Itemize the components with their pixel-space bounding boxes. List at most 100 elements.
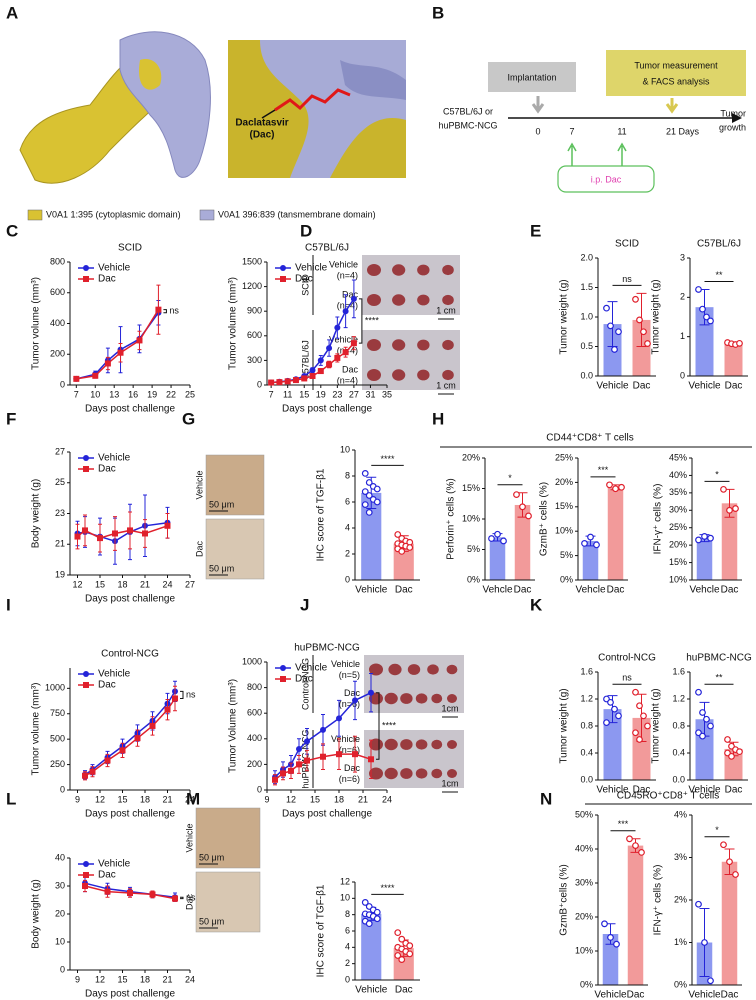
point	[334, 324, 341, 331]
y-axis-label: IFN-γ⁺ cells (%)	[653, 865, 664, 936]
y-axis-label: Perforin⁺ cells (%)	[446, 478, 457, 559]
data-point	[607, 934, 614, 941]
x-tick-label: 21	[162, 794, 172, 804]
tumor	[415, 693, 428, 704]
data-point	[732, 505, 739, 512]
data-point	[365, 509, 373, 516]
ihc-image	[205, 518, 265, 580]
x-tick-label: 24	[185, 794, 195, 804]
chart-title: huPBMC-NCG	[686, 653, 752, 664]
ihc-image	[195, 871, 261, 933]
data-point	[707, 722, 714, 730]
bar	[514, 504, 531, 580]
mice-label: huPBMC-NCG	[438, 120, 497, 130]
y-tick-label: 0.8	[672, 720, 685, 730]
y-axis-label: Tumor weight (g)	[559, 688, 570, 763]
row-label: (n=5)	[339, 670, 360, 680]
x-tick-label: 18	[117, 579, 127, 589]
data-point	[644, 340, 651, 347]
row-label: (n=4)	[337, 300, 358, 310]
bar	[724, 343, 743, 376]
significance-bracket	[180, 896, 184, 900]
data-point	[607, 322, 614, 330]
point	[149, 891, 156, 898]
y-tick-label: 0.5	[580, 341, 593, 351]
x-tick-label: Dac	[721, 585, 739, 596]
data-point	[720, 841, 727, 849]
y-axis-label: Tumor weight (g)	[651, 688, 662, 763]
tumor	[447, 769, 457, 778]
protein-structure	[19, 31, 211, 184]
x-tick-label: 19	[316, 389, 326, 399]
tumor	[431, 693, 443, 704]
y-tick-label: 400	[50, 318, 65, 328]
y-tick-label: 5%	[467, 544, 480, 554]
x-tick-label: 12	[95, 794, 105, 804]
scale-label: 50 μm	[199, 852, 224, 862]
x-tick-label: 27	[349, 389, 359, 399]
tumor	[384, 767, 398, 780]
point	[164, 706, 171, 713]
panel-letter: A	[6, 3, 18, 22]
y-tick-label: 0%	[580, 979, 593, 989]
data-point	[406, 942, 414, 950]
significance-label: ns	[186, 892, 196, 902]
x-tick-label: 35	[382, 389, 392, 399]
point	[296, 761, 302, 768]
point	[134, 735, 141, 742]
row-label: Vehicle	[184, 823, 194, 852]
legend-label: Dac	[98, 464, 116, 475]
y-tick-label: 25%	[669, 522, 687, 532]
point	[172, 895, 178, 902]
point	[117, 349, 124, 356]
chart-title: huPBMC-NCG	[294, 643, 360, 654]
legend-marker	[83, 455, 89, 461]
y-axis-label: GzmB⁺cells (%)	[559, 864, 570, 935]
y-tick-label: 0	[345, 974, 350, 984]
y-tick-label: 1.2	[672, 693, 685, 703]
data-point	[736, 339, 743, 347]
y-tick-label: 6	[345, 496, 350, 506]
legend-label: Vehicle	[98, 669, 131, 680]
group-title: CD45RO⁺CD8⁺ T cells	[617, 791, 719, 802]
end-label: Tumor	[720, 108, 746, 118]
y-axis-label: Tumor volume (mm³)	[228, 277, 239, 370]
y-axis-label: Tumor Volume (mm³)	[228, 679, 239, 773]
x-tick-label: Vehicle	[688, 381, 721, 392]
series-line	[76, 309, 160, 380]
data-point	[615, 712, 622, 720]
tumor	[442, 339, 454, 351]
legend-label: Dac	[295, 674, 313, 685]
bar	[607, 487, 624, 580]
y-tick-label: 30%	[669, 505, 687, 515]
data-point	[640, 712, 647, 720]
data-point	[500, 537, 507, 545]
point	[284, 378, 291, 385]
x-tick-label: 9	[75, 794, 80, 804]
point	[127, 890, 133, 896]
y-tick-label: 0.0	[672, 774, 685, 784]
x-tick-label: 7	[269, 389, 274, 399]
data-point	[695, 536, 702, 544]
panel-letter: C	[6, 221, 18, 240]
x-tick-label: Dac	[395, 585, 413, 596]
tumor	[447, 740, 457, 749]
data-point	[398, 935, 406, 943]
chart-title: C57BL/6J	[697, 239, 741, 250]
legend-marker	[83, 276, 89, 282]
legend-label: Dac	[98, 274, 116, 285]
y-tick-label: 0.0	[580, 370, 593, 380]
ihc-image	[195, 807, 261, 869]
chart-title: Control-NCG	[101, 649, 159, 660]
row-label: Dac	[194, 541, 204, 558]
tumor	[407, 664, 421, 675]
point	[89, 768, 96, 775]
x-tick-label: 25	[185, 389, 195, 399]
ligand-label: Daclatasvir	[235, 118, 288, 129]
data-point	[732, 871, 739, 878]
y-tick-label: 30%	[575, 877, 593, 887]
x-tick-label: 15	[117, 794, 127, 804]
y-tick-label: 45%	[669, 452, 687, 462]
significance-label: ns	[169, 306, 179, 316]
data-point	[707, 534, 714, 542]
